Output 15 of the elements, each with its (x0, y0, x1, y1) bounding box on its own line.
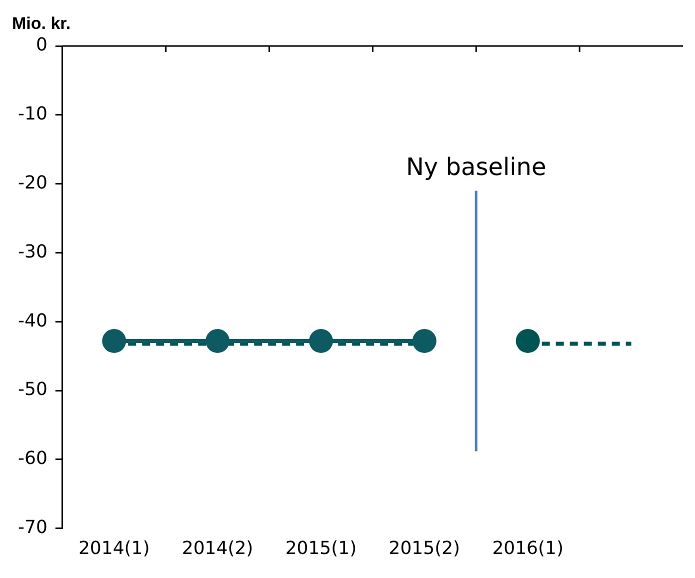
x-tick-label: 2014(1) (78, 538, 150, 559)
x-tick-label: 2016(1) (492, 538, 564, 559)
y-tick-label: -30 (18, 241, 48, 262)
y-tick-label: 0 (36, 34, 48, 56)
x-tick-label: 2015(1) (285, 538, 357, 559)
y-tick-label: -10 (18, 104, 48, 125)
y-tick-label: -70 (18, 517, 48, 538)
y-tick-label: -40 (18, 310, 48, 332)
y-tick-label: -50 (18, 379, 48, 400)
annotation: Ny baseline (406, 152, 546, 181)
x-tick-label: 2015(2) (388, 538, 460, 559)
y-tick-label: -60 (18, 448, 48, 470)
y-axis-title: Mio. kr. (12, 14, 71, 34)
x-tick-label: 2014(2) (182, 538, 254, 559)
y-tick-label: -20 (18, 172, 48, 194)
